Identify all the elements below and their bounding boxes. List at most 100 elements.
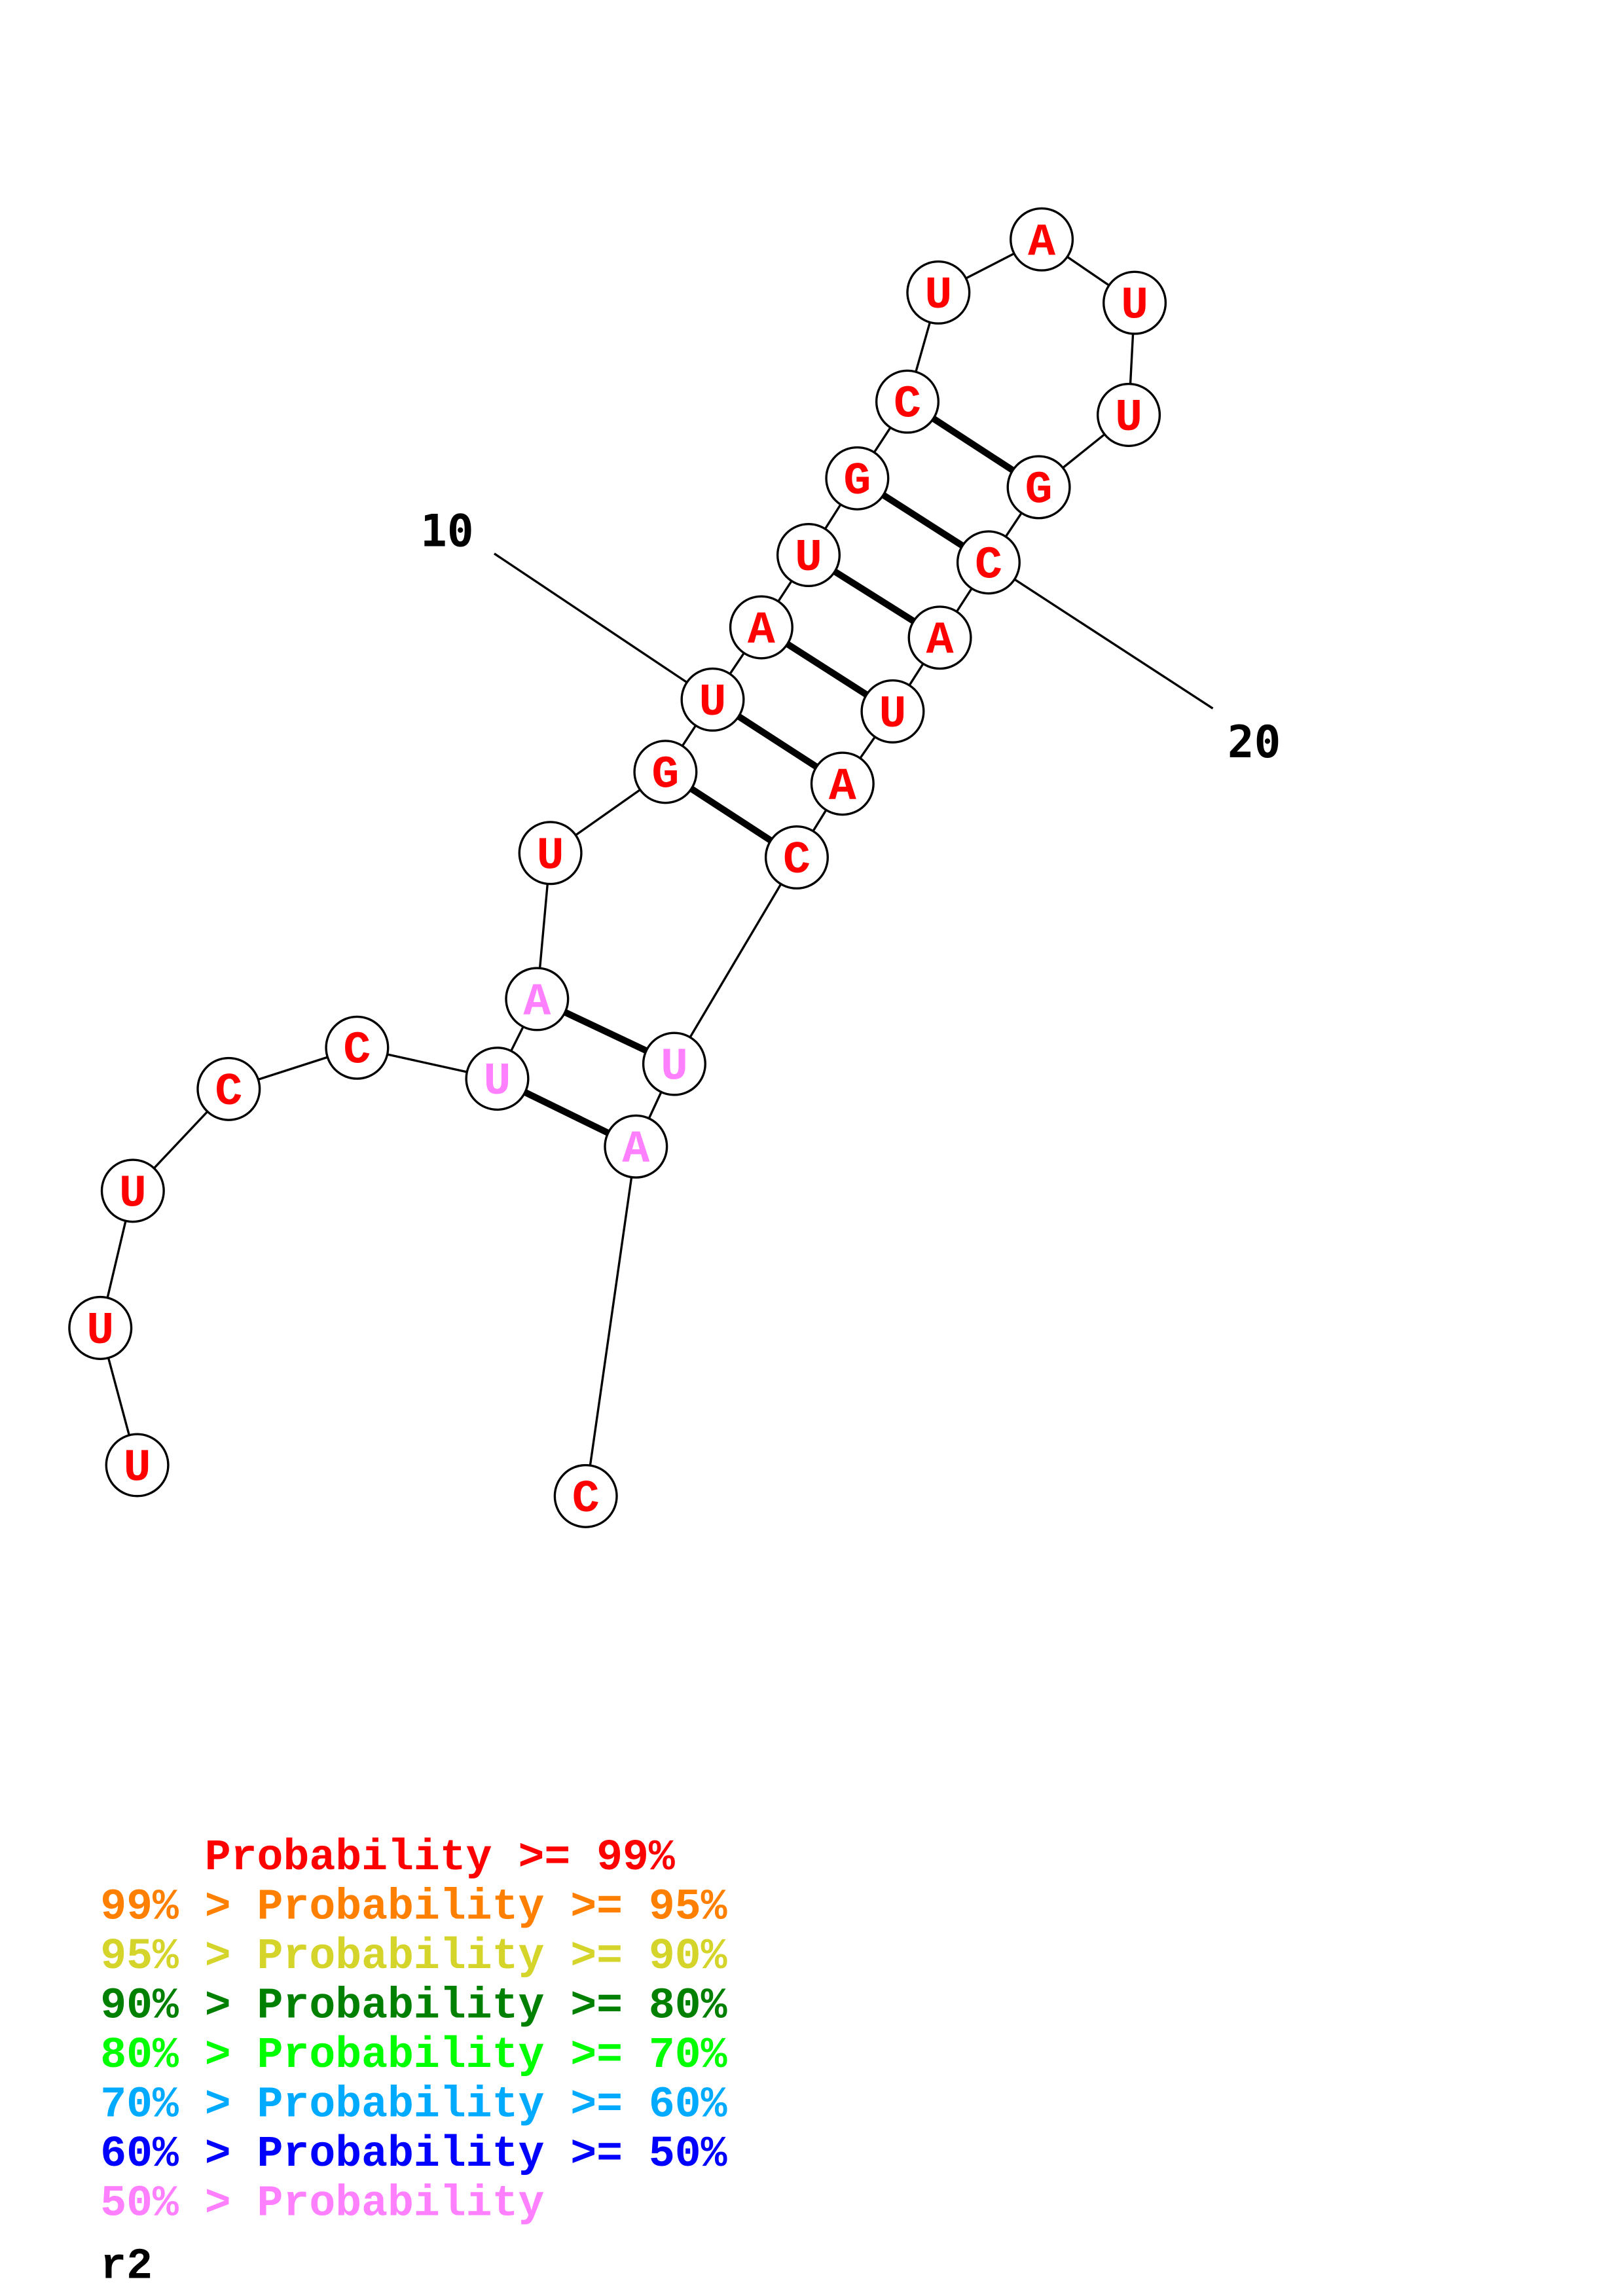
nucleotide: U — [1103, 270, 1167, 335]
nucleotide-circle — [956, 530, 1021, 595]
nucleotide-circle — [642, 1031, 706, 1096]
nucleotide: U — [860, 679, 925, 744]
nucleotide: C — [875, 369, 940, 434]
base-pairs — [496, 399, 1041, 1150]
nucleotide-letter: U — [699, 677, 727, 728]
backbone-link — [673, 857, 798, 1065]
position-label: 20 — [1228, 716, 1281, 768]
position-labels: 10 20 — [420, 505, 1281, 768]
nucleotide: C — [196, 1056, 261, 1121]
nucleotide-circle — [196, 1056, 261, 1121]
nucleotide: G — [633, 740, 698, 804]
nucleotide-circle — [1010, 207, 1074, 272]
legend-entry: Probability >= 99% — [100, 1833, 675, 1882]
nucleotide: U — [680, 667, 745, 732]
nucleotide-letter: U — [124, 1443, 151, 1494]
nucleotide-circle — [68, 1295, 133, 1360]
nucleotide-circle — [680, 667, 745, 732]
nucleotide-letter: U — [1121, 280, 1148, 332]
legend-entry: 80% > Probability >= 70% — [100, 2031, 727, 2080]
legend-entry: 50% > Probability — [100, 2179, 544, 2229]
nucleotide: U — [1097, 382, 1161, 447]
backbone — [99, 238, 1136, 1497]
nucleotide-letter: U — [119, 1168, 147, 1219]
nucleotide-letter: G — [1025, 464, 1053, 516]
nucleotide-letter: U — [537, 830, 564, 882]
nucleotide: U — [518, 821, 583, 886]
probability-legend: Probability >= 99%99% > Probability >= 9… — [100, 1833, 727, 2228]
nucleotide-circle — [1097, 382, 1161, 447]
nucleotide-circle — [729, 595, 793, 660]
legend-entry: 99% > Probability >= 95% — [100, 1883, 727, 1932]
nucleotide-circle — [518, 821, 583, 886]
nucleotide-circle — [764, 825, 829, 890]
nucleotide-circle — [604, 1114, 668, 1179]
nucleotide: A — [1010, 207, 1074, 272]
nucleotide-circle — [1103, 270, 1167, 335]
nucleotide-circle — [810, 751, 875, 816]
nucleotide-letter: U — [484, 1056, 511, 1107]
nucleotide-circle — [776, 523, 841, 588]
nucleotide: A — [505, 967, 570, 1031]
nucleotide-letter: A — [829, 761, 856, 812]
nucleotide-circle — [553, 1463, 618, 1528]
nucleotide: U — [906, 260, 971, 325]
nucleotide-circle — [325, 1015, 390, 1080]
nucleotide: U — [776, 523, 841, 588]
nucleotide: C — [553, 1463, 618, 1528]
nucleotide-circle — [825, 446, 890, 511]
nucleotide: A — [907, 605, 972, 670]
nucleotide-letter: U — [924, 270, 952, 321]
nucleotide: U — [642, 1031, 706, 1096]
nucleotide-circle — [875, 369, 940, 434]
nucleotide: G — [825, 446, 890, 511]
nucleotide-letter: U — [1115, 392, 1142, 444]
nucleotide-letter: G — [651, 749, 679, 800]
nucleotide-letter: U — [86, 1305, 114, 1357]
legend-entry: 90% > Probability >= 80% — [100, 1982, 727, 2031]
nucleotide-letter: A — [748, 604, 775, 656]
nucleotide-letter: A — [622, 1124, 649, 1175]
nucleotide: U — [105, 1433, 170, 1498]
nucleotide-letter: C — [572, 1473, 600, 1525]
nucleotide-circle — [633, 740, 698, 804]
position-label-line — [988, 561, 1214, 709]
nucleotide-circle — [906, 260, 971, 325]
nucleotide-circle — [907, 605, 972, 670]
legend-entry: 95% > Probability >= 90% — [100, 1932, 727, 1981]
nucleotide-circle — [100, 1158, 165, 1223]
legend-entry: 70% > Probability >= 60% — [100, 2081, 727, 2130]
nucleotide-circle — [465, 1047, 530, 1111]
nucleotide: U — [68, 1295, 133, 1360]
nucleotide-letter: C — [975, 539, 1002, 591]
nucleotide-letter: A — [1028, 217, 1055, 268]
nucleotide-letter: U — [795, 532, 822, 584]
legend-entry: 60% > Probability >= 50% — [100, 2130, 727, 2179]
nucleotide-letter: C — [783, 834, 811, 886]
nucleotide-circle — [860, 679, 925, 744]
position-label-line — [494, 552, 714, 701]
nucleotide: U — [100, 1158, 165, 1223]
nucleotide-letter: U — [661, 1041, 688, 1093]
nucleotide: C — [325, 1015, 390, 1080]
nucleotide: A — [729, 595, 793, 660]
nucleotide-letter: C — [894, 379, 921, 431]
structure-name: r2 — [100, 2242, 153, 2291]
nucleotide: U — [465, 1047, 530, 1111]
nucleotide-letter: U — [879, 689, 906, 740]
nucleotide-circle — [1006, 455, 1071, 520]
nucleotide-letter: A — [926, 615, 954, 666]
backbone-link — [585, 1146, 637, 1497]
nucleotide-letter: A — [523, 976, 551, 1028]
nucleotide: G — [1006, 455, 1071, 520]
nucleotide-letter: C — [215, 1066, 242, 1118]
position-label: 10 — [420, 505, 473, 557]
nucleotide-circle — [105, 1433, 170, 1498]
nucleotide-circle — [505, 967, 570, 1031]
nucleotide: C — [956, 530, 1021, 595]
nucleotide: A — [604, 1114, 668, 1179]
nucleotide-letter: C — [343, 1025, 371, 1077]
nucleotide: A — [810, 751, 875, 816]
